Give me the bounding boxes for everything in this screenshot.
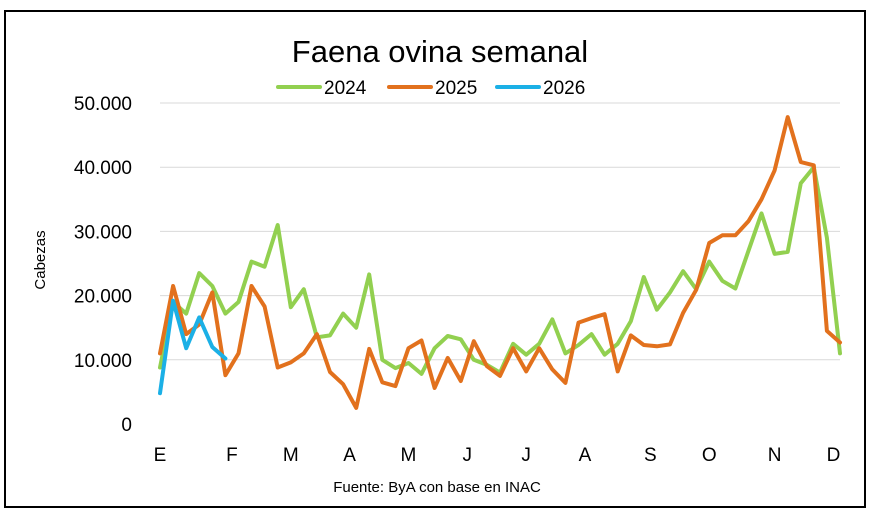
legend: 2024 2025 2026 bbox=[276, 78, 585, 99]
y-axis-ticks: 0 10.000 20.000 30.000 40.000 50.000 bbox=[74, 94, 132, 436]
series-line-2026 bbox=[158, 298, 228, 396]
y-tick-label: 30.000 bbox=[74, 222, 132, 243]
x-tick-label: S bbox=[644, 445, 657, 466]
x-tick-label: N bbox=[768, 445, 782, 466]
chart-frame bbox=[4, 10, 866, 508]
source-note: Fuente: ByA con base en INAC bbox=[333, 479, 541, 496]
x-tick-label: M bbox=[401, 445, 417, 466]
x-tick-label: A bbox=[343, 445, 356, 466]
y-tick-label: 10.000 bbox=[74, 351, 132, 372]
legend-label-2026: 2026 bbox=[543, 78, 585, 99]
legend-label-2024: 2024 bbox=[324, 78, 367, 99]
legend-label-2025: 2025 bbox=[435, 78, 477, 99]
series-line-2024 bbox=[158, 165, 842, 376]
y-axis-label: Cabezas bbox=[32, 230, 49, 289]
x-tick-label: M bbox=[283, 445, 299, 466]
series-line-2025 bbox=[158, 115, 842, 410]
y-tick-label: 0 bbox=[121, 415, 132, 436]
series-lines bbox=[158, 115, 842, 410]
x-tick-label: E bbox=[154, 445, 167, 466]
chart-title: Faena ovina semanal bbox=[292, 34, 588, 69]
x-tick-label: J bbox=[521, 445, 531, 466]
gridlines bbox=[160, 102, 840, 361]
x-tick-label: J bbox=[463, 445, 473, 466]
x-tick-label: O bbox=[702, 445, 717, 466]
x-tick-label: A bbox=[579, 445, 592, 466]
x-tick-label: F bbox=[226, 445, 238, 466]
y-tick-label: 50.000 bbox=[74, 94, 132, 115]
y-tick-label: 40.000 bbox=[74, 158, 132, 179]
x-tick-label: D bbox=[827, 445, 841, 466]
y-tick-label: 20.000 bbox=[74, 287, 132, 308]
